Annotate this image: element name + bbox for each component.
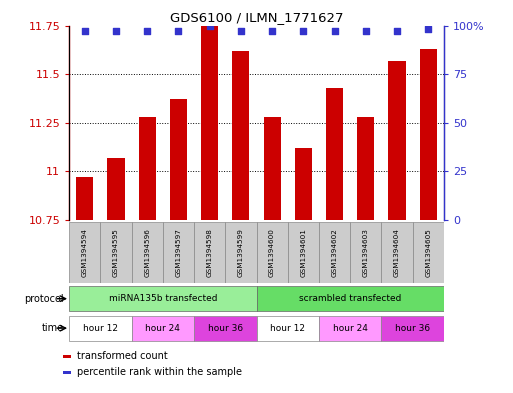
Bar	[225, 222, 256, 283]
Bar	[256, 222, 288, 283]
Text: GSM1394604: GSM1394604	[394, 228, 400, 277]
Bar	[170, 99, 187, 220]
Text: hour 24: hour 24	[146, 324, 180, 332]
Bar	[132, 316, 194, 340]
Bar	[319, 222, 350, 283]
Text: GSM1394599: GSM1394599	[238, 228, 244, 277]
Text: protocol: protocol	[25, 294, 64, 304]
Text: scrambled transfected: scrambled transfected	[299, 294, 401, 303]
Bar	[381, 316, 444, 340]
Bar	[295, 148, 312, 220]
Title: GDS6100 / ILMN_1771627: GDS6100 / ILMN_1771627	[170, 11, 343, 24]
Bar	[132, 222, 163, 283]
Point	[174, 28, 183, 35]
Bar	[381, 222, 412, 283]
Point	[393, 28, 401, 35]
Point	[112, 28, 120, 35]
Text: transformed count: transformed count	[77, 351, 168, 361]
Bar	[69, 286, 256, 311]
Bar	[63, 355, 71, 358]
Point	[424, 26, 432, 33]
Text: GSM1394600: GSM1394600	[269, 228, 275, 277]
Point	[206, 22, 214, 29]
Text: hour 12: hour 12	[270, 324, 305, 332]
Bar	[326, 88, 343, 220]
Point	[362, 28, 370, 35]
Bar	[288, 222, 319, 283]
Text: miRNA135b transfected: miRNA135b transfected	[109, 294, 217, 303]
Bar	[319, 316, 381, 340]
Bar	[350, 222, 381, 283]
Bar	[420, 49, 437, 220]
Bar	[256, 316, 319, 340]
Bar	[139, 117, 156, 220]
Bar	[163, 222, 194, 283]
Text: GSM1394598: GSM1394598	[207, 228, 213, 277]
Bar	[412, 222, 444, 283]
Bar	[194, 316, 256, 340]
Bar	[101, 222, 132, 283]
Bar	[108, 158, 125, 220]
Text: GSM1394596: GSM1394596	[144, 228, 150, 277]
Bar	[76, 177, 93, 220]
Point	[268, 28, 276, 35]
Bar	[232, 51, 249, 220]
Text: hour 36: hour 36	[208, 324, 243, 332]
Bar	[201, 26, 218, 220]
Bar	[194, 222, 225, 283]
Text: hour 36: hour 36	[395, 324, 430, 332]
Text: time: time	[42, 323, 64, 333]
Bar	[357, 117, 374, 220]
Text: GSM1394597: GSM1394597	[175, 228, 182, 277]
Text: GSM1394603: GSM1394603	[363, 228, 369, 277]
Point	[237, 28, 245, 35]
Text: GSM1394594: GSM1394594	[82, 228, 88, 277]
Text: percentile rank within the sample: percentile rank within the sample	[77, 367, 242, 377]
Bar	[63, 371, 71, 374]
Text: hour 24: hour 24	[333, 324, 367, 332]
Bar	[264, 117, 281, 220]
Bar	[388, 61, 405, 220]
Text: GSM1394602: GSM1394602	[331, 228, 338, 277]
Bar	[256, 286, 444, 311]
Point	[81, 28, 89, 35]
Point	[299, 28, 307, 35]
Text: GSM1394595: GSM1394595	[113, 228, 119, 277]
Text: hour 12: hour 12	[83, 324, 118, 332]
Bar	[69, 316, 132, 340]
Point	[143, 28, 151, 35]
Text: GSM1394605: GSM1394605	[425, 228, 431, 277]
Point	[330, 28, 339, 35]
Text: GSM1394601: GSM1394601	[300, 228, 306, 277]
Bar	[69, 222, 101, 283]
